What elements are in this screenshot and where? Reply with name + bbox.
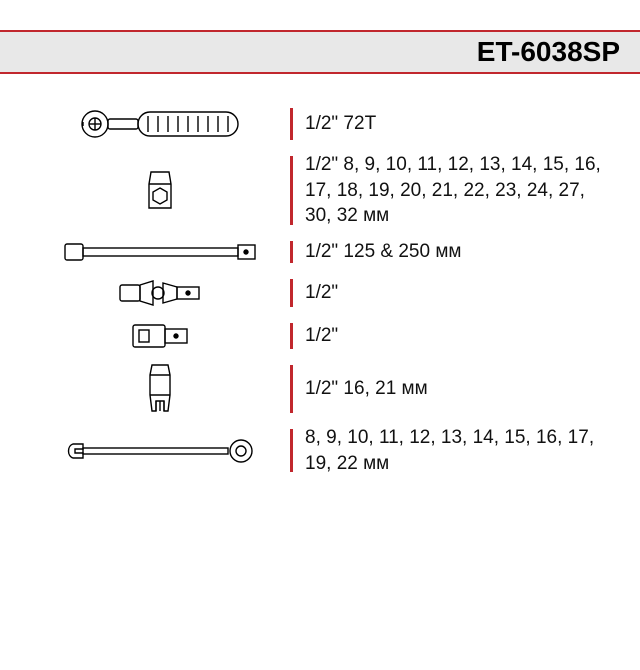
spec-list: 1/2" 72T 1/2" 8, 9, 10, 11, 12, 13, 14, … [0,74,640,476]
universal-joint-icon [30,275,290,311]
spec-text: 1/2" 125 & 250 мм [305,239,610,265]
spec-row: 1/2" [30,275,610,311]
socket-icon [30,166,290,214]
row-divider [290,279,293,307]
spec-text: 1/2" [305,280,610,306]
spec-text: 1/2" 8, 9, 10, 11, 12, 13, 14, 15, 16, 1… [305,152,610,229]
spec-row: 8, 9, 10, 11, 12, 13, 14, 15, 16, 17, 19… [30,425,610,476]
row-divider [290,429,293,472]
spec-text: 1/2" 16, 21 мм [305,376,610,402]
wrench-icon [30,436,290,466]
row-divider [290,156,293,225]
row-divider [290,241,293,263]
header-bar: ET-6038SP [0,30,640,74]
spec-text: 1/2" [305,323,610,349]
spec-row: 1/2" 72T [30,104,610,144]
spec-text: 1/2" 72T [305,111,610,137]
spec-row: 1/2" 16, 21 мм [30,361,610,417]
row-divider [290,108,293,140]
row-divider [290,323,293,349]
extension-bar-icon [30,237,290,267]
spec-row: 1/2" 125 & 250 мм [30,237,610,267]
row-divider [290,365,293,413]
spec-row: 1/2" 8, 9, 10, 11, 12, 13, 14, 15, 16, 1… [30,152,610,229]
ratchet-icon [30,104,290,144]
product-code: ET-6038SP [477,36,620,67]
spark-plug-socket-icon [30,361,290,417]
spec-row: 1/2" [30,319,610,353]
adapter-icon [30,319,290,353]
spec-text: 8, 9, 10, 11, 12, 13, 14, 15, 16, 17, 19… [305,425,610,476]
